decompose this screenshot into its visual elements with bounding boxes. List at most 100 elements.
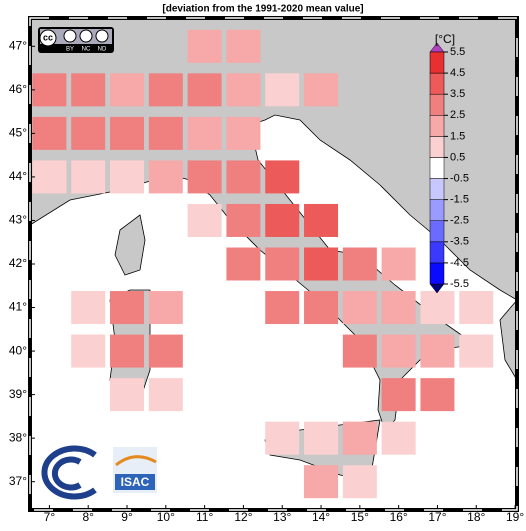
cell bbox=[304, 291, 339, 325]
y-tick-label: 37° bbox=[9, 474, 27, 488]
colorbar-bin bbox=[429, 93, 445, 116]
cell bbox=[342, 465, 377, 499]
cell bbox=[110, 160, 145, 194]
cell bbox=[187, 203, 222, 237]
title: [deviation from the 1991-2020 mean value… bbox=[162, 4, 363, 15]
cell bbox=[187, 116, 222, 150]
cell bbox=[381, 334, 416, 368]
y-tick-label: 41° bbox=[9, 300, 27, 314]
cell bbox=[110, 291, 145, 325]
cell bbox=[187, 73, 222, 107]
cell bbox=[459, 334, 494, 368]
cc-label: ND bbox=[98, 47, 107, 53]
cell bbox=[381, 378, 416, 412]
colorbar-label: 3.5 bbox=[450, 88, 465, 100]
cell bbox=[265, 203, 300, 237]
cell bbox=[304, 465, 339, 499]
cell bbox=[304, 247, 339, 281]
corsica bbox=[114, 214, 146, 276]
cell bbox=[304, 203, 339, 237]
colorbar-bin bbox=[429, 241, 445, 264]
cell bbox=[148, 73, 183, 107]
cell bbox=[148, 378, 183, 412]
cell bbox=[381, 247, 416, 281]
cell bbox=[148, 160, 183, 194]
colorbar-label: -5.5 bbox=[450, 278, 469, 290]
x-tick-label: 11° bbox=[196, 510, 213, 524]
cell bbox=[110, 378, 145, 412]
x-tick-label: 19° bbox=[506, 510, 524, 524]
colorbar-bin bbox=[429, 136, 445, 158]
x-tick-label: 13° bbox=[273, 510, 291, 524]
colorbar-label: -1.5 bbox=[450, 194, 469, 206]
x-tick-label: 15° bbox=[351, 510, 369, 524]
cell bbox=[226, 247, 261, 281]
cell bbox=[265, 160, 300, 194]
y-tick-label: 47° bbox=[9, 38, 27, 52]
cell bbox=[265, 73, 300, 107]
cc-label: NC bbox=[82, 47, 91, 53]
cell bbox=[148, 334, 183, 368]
cc: cc bbox=[43, 32, 53, 42]
axes: 7° 8° 9° 10° 11° 12° 13° 14° 15° 16° 17° 18° 19° 37° 3… bbox=[9, 38, 524, 524]
cell bbox=[32, 73, 67, 107]
cell bbox=[420, 378, 455, 412]
cell bbox=[381, 421, 416, 455]
colorbar-label: 2.5 bbox=[450, 109, 465, 121]
cell bbox=[110, 334, 145, 368]
cell bbox=[148, 116, 183, 150]
x-tick-label: 14° bbox=[312, 510, 330, 524]
cell bbox=[459, 291, 494, 325]
cells bbox=[32, 29, 494, 499]
colorbar-bin bbox=[429, 178, 445, 200]
cell bbox=[110, 73, 145, 107]
colorbar-bin bbox=[429, 220, 445, 243]
colorbar-label: -4.5 bbox=[450, 257, 469, 269]
y-tick-label: 42° bbox=[9, 256, 27, 270]
cell bbox=[342, 291, 377, 325]
y-tick-label: 45° bbox=[9, 126, 27, 140]
cell bbox=[342, 247, 377, 281]
cell bbox=[420, 291, 455, 325]
cell bbox=[187, 160, 222, 194]
colorbar-bin bbox=[429, 157, 445, 179]
x-tick-label: 9° bbox=[121, 510, 133, 524]
colorbar-bin bbox=[429, 72, 445, 95]
cell bbox=[32, 160, 67, 194]
x-tick-label: 8° bbox=[82, 510, 94, 524]
colorbar-label: -3.5 bbox=[450, 236, 469, 248]
cell bbox=[420, 334, 455, 368]
cell bbox=[342, 334, 377, 368]
cell bbox=[342, 421, 377, 455]
x-tick-label: 18° bbox=[467, 510, 485, 524]
cell bbox=[110, 116, 145, 150]
colorbar-bin bbox=[429, 51, 445, 74]
x-tick-label: 10° bbox=[157, 510, 175, 524]
colorbar-label: 0.5 bbox=[450, 151, 465, 163]
x-tick-label: 16° bbox=[390, 510, 408, 524]
cell bbox=[265, 291, 300, 325]
cell bbox=[226, 160, 261, 194]
colorbar: -5.5 -4.5 -3.5 -2.5 -1.5 -0.5 0.5 1.5 2.5 3.5 4.5 5… bbox=[429, 42, 469, 294]
colorbar-label: -2.5 bbox=[450, 215, 469, 227]
cell bbox=[71, 291, 106, 325]
cell bbox=[304, 421, 339, 455]
cell bbox=[304, 73, 339, 107]
cell bbox=[265, 247, 300, 281]
cell bbox=[265, 421, 300, 455]
cell bbox=[71, 160, 106, 194]
cell bbox=[71, 334, 106, 368]
x-tick-label: 17° bbox=[428, 510, 446, 524]
cell bbox=[32, 116, 67, 150]
y-tick-label: 39° bbox=[9, 387, 27, 401]
isac: ISAC bbox=[121, 475, 150, 489]
cc-badge: cc BY NC ND bbox=[38, 27, 114, 53]
y-tick-label: 38° bbox=[9, 430, 27, 444]
y-tick-label: 46° bbox=[9, 82, 27, 96]
colorbar-label: 5.5 bbox=[450, 46, 465, 58]
cc-label: BY bbox=[66, 47, 74, 53]
cell bbox=[187, 29, 222, 63]
cell bbox=[71, 73, 106, 107]
frame-dash bbox=[29, 17, 518, 511]
colorbar-label: 1.5 bbox=[450, 130, 465, 142]
